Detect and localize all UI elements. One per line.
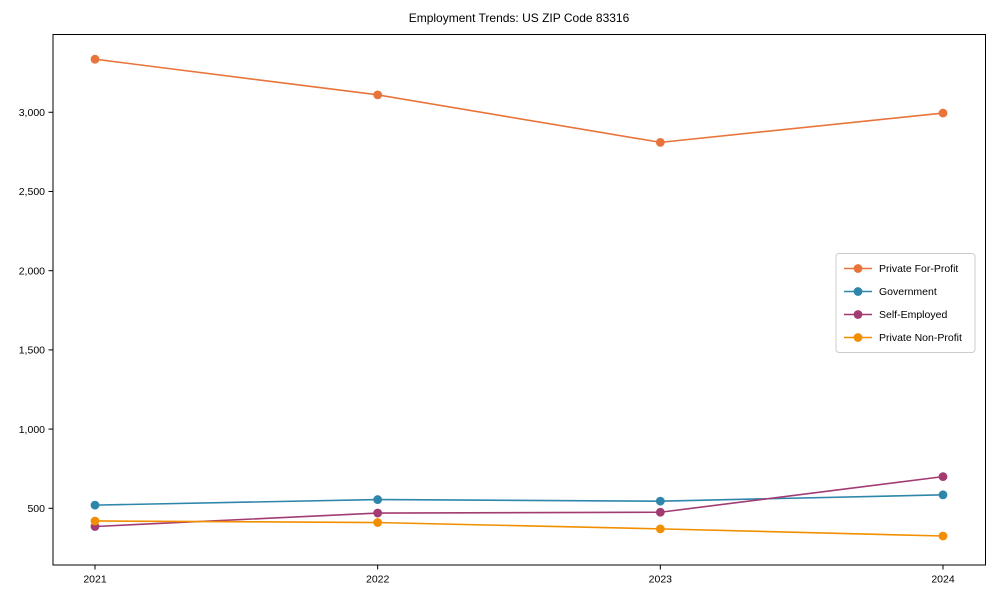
legend-marker-dot: [853, 310, 863, 319]
legend-marker-dot: [853, 333, 863, 342]
y-axis-tick-label: 2,000: [19, 265, 45, 277]
legend-box: [835, 253, 976, 353]
data-point: [655, 496, 665, 506]
data-point: [373, 508, 383, 518]
y-axis-tick-label: 1,500: [19, 345, 45, 357]
data-point: [655, 507, 665, 517]
plot-area-border: [52, 34, 986, 566]
data-point: [90, 500, 100, 510]
y-axis-tick-label: 2,500: [19, 186, 45, 198]
data-point: [655, 137, 665, 147]
y-axis-tick-label: 1,000: [19, 424, 45, 436]
series-line: [94, 475, 944, 528]
x-axis-tick-label: 2021: [83, 574, 107, 586]
series-line: [94, 58, 944, 144]
y-axis-tick-label: 3,000: [19, 107, 45, 119]
legend-item-label: Private For-Profit: [879, 263, 958, 275]
data-point: [90, 516, 100, 526]
series-line: [94, 520, 944, 537]
data-point: [938, 490, 948, 500]
series-lines: [90, 54, 948, 541]
data-point: [938, 531, 948, 541]
legend-item-label: Private Non-Profit: [879, 332, 962, 344]
data-point: [655, 524, 665, 534]
data-point: [938, 108, 948, 118]
data-point: [938, 472, 948, 482]
x-axis-tick-label: 2023: [649, 574, 673, 586]
legend-marker-dot: [853, 287, 863, 296]
series-line: [94, 494, 944, 506]
x-axis-tick-label: 2022: [366, 574, 390, 586]
legend-item-label: Self-Employed: [879, 309, 947, 321]
axes: 500 1,000 1,500 2,000 2,500 3,000 2021 2022 2023…: [19, 107, 955, 586]
chart-title: Employment Trends: US ZIP Code 83316: [409, 11, 630, 25]
data-point: [90, 54, 100, 64]
legend: Private For-Profit Government Self-Employe…: [835, 253, 976, 353]
y-axis-tick-label: 500: [27, 503, 45, 515]
legend-marker-dot: [853, 264, 863, 273]
data-point: [373, 518, 383, 527]
data-point: [373, 495, 383, 504]
legend-item-label: Government: [879, 286, 937, 298]
data-point: [373, 90, 383, 100]
x-axis-tick-label: 2024: [931, 574, 955, 586]
